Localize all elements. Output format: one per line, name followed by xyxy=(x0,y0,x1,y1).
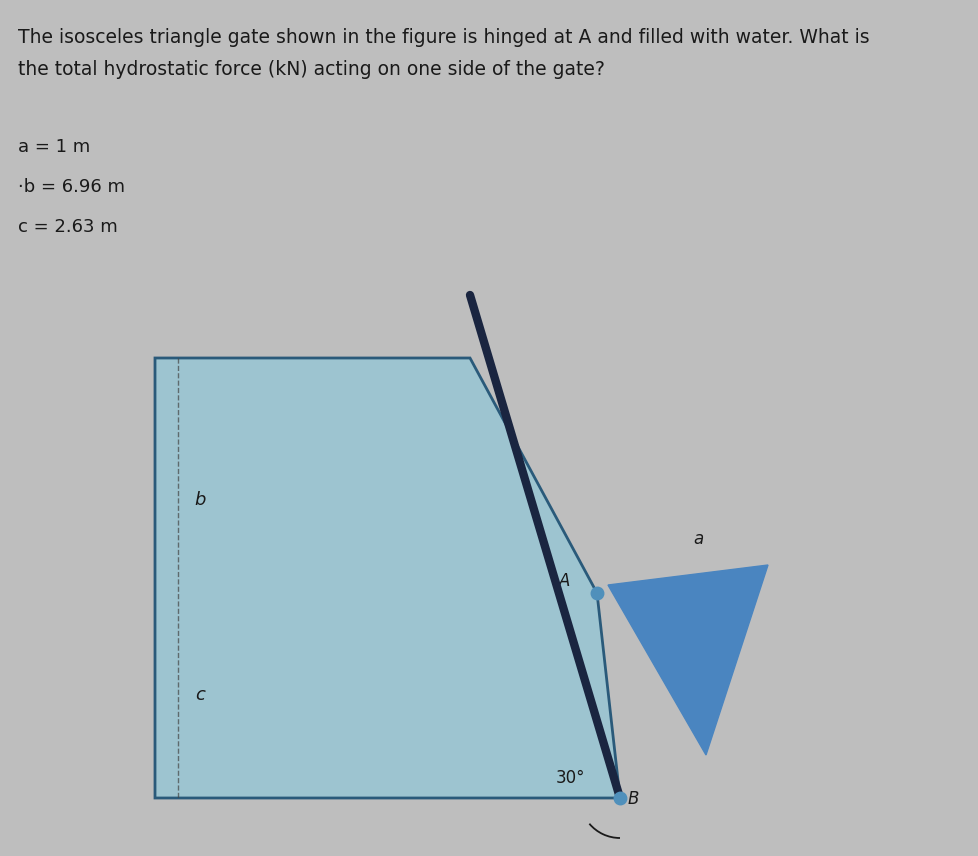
Text: A: A xyxy=(558,572,569,590)
Text: B: B xyxy=(627,790,639,808)
Text: b: b xyxy=(194,491,205,509)
Text: a = 1 m: a = 1 m xyxy=(18,138,90,156)
Text: The isosceles triangle gate shown in the figure is hinged at A and filled with w: The isosceles triangle gate shown in the… xyxy=(18,28,868,47)
Text: c: c xyxy=(195,686,204,704)
Text: ·b = 6.96 m: ·b = 6.96 m xyxy=(18,178,125,196)
Polygon shape xyxy=(155,358,619,798)
Text: the total hydrostatic force (kN) acting on one side of the gate?: the total hydrostatic force (kN) acting … xyxy=(18,60,604,79)
Text: a: a xyxy=(692,530,702,548)
Text: 30°: 30° xyxy=(555,769,584,787)
Text: c = 2.63 m: c = 2.63 m xyxy=(18,218,117,236)
Polygon shape xyxy=(607,565,767,755)
